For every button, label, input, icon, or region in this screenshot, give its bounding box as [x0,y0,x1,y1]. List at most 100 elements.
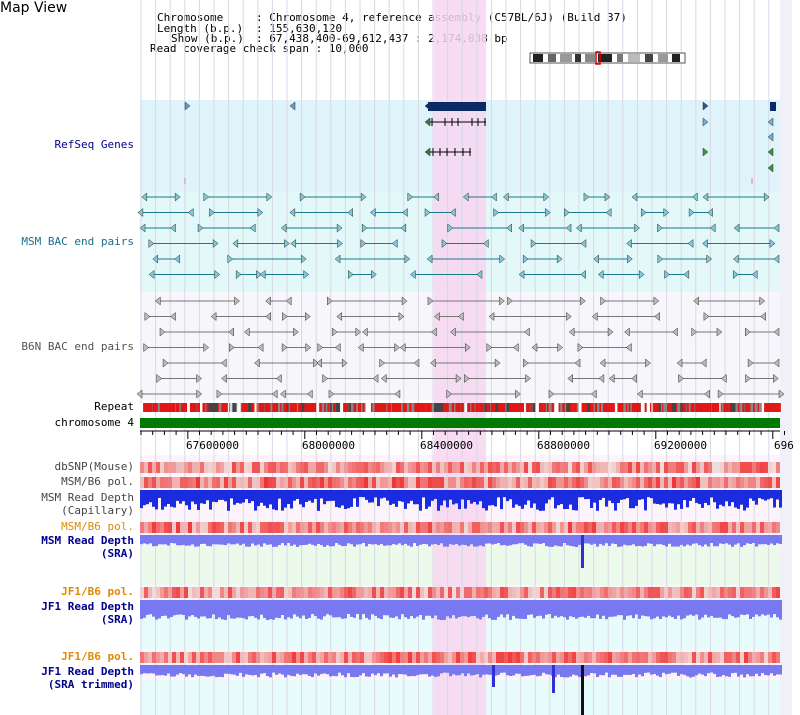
bac-end-arrow [266,192,273,202]
heat-cell [236,522,240,533]
heat-cell [688,477,692,488]
bac-end-arrow [599,358,606,368]
heat-tracks[interactable] [140,462,780,663]
depth-bar [362,665,365,674]
heat-cell [492,587,496,598]
heat-cell [172,522,176,533]
track-label-msm-bac[interactable]: MSM BAC end pairs [21,235,134,248]
depth-bar [233,535,236,545]
depth-bar [683,535,686,547]
depth-bar [263,665,266,674]
bac-end-arrow [565,223,572,233]
repeat-element [202,403,206,412]
track-label-jf1-pol[interactable]: JF1/B6 pol. [61,585,134,598]
depth-bar [488,600,491,619]
bac-end-arrow [567,373,573,384]
heat-cell [636,652,640,663]
depth-bar [461,600,464,617]
depth-bar [362,600,365,615]
heat-cell [488,477,492,488]
heat-cell [172,462,176,473]
depth-bar [260,490,263,503]
depth-bar [605,600,608,620]
heat-cell [320,652,324,663]
heat-cell [348,462,352,473]
heat-cell [484,587,488,598]
heat-cell [592,462,596,473]
gene-arrow [424,101,431,111]
depth-bar [584,665,587,677]
depth-bar [317,535,320,544]
track-label-repeat[interactable]: Repeat [94,400,134,413]
depth-bar [323,535,326,547]
depth-bar [755,535,758,547]
repeat-element [530,403,533,412]
depth-bar [731,490,734,503]
bac-end-arrow [580,238,587,249]
depth-bar [167,600,170,619]
track-label-jf1-depth-sra[interactable]: JF1 Read Depth [41,600,134,613]
depth-bar [572,490,575,511]
depth-bar [509,490,512,500]
heat-cell [556,652,560,663]
depth-bar [350,600,353,617]
depth-bar [371,665,374,674]
heat-cell [664,587,668,598]
depth-bar [725,535,728,544]
depth-bar [581,600,584,617]
depth-bar [140,665,143,675]
depth-bar [452,665,455,675]
track-label-chromosome[interactable]: chromosome 4 [54,416,134,429]
chromosome-ideogram[interactable] [529,51,686,65]
repeat-track[interactable] [140,403,781,412]
depth-bar [467,665,470,674]
depth-bar [518,535,521,544]
track-label-refseq[interactable]: RefSeq Genes [54,138,134,151]
depth-bar [614,600,617,617]
depth-bar [662,665,665,673]
b6n-bac-features[interactable] [136,296,785,399]
depth-bar [773,665,776,676]
heat-cell [592,652,596,663]
depth-bar [437,600,440,620]
track-label-jf1-pol-2[interactable]: JF1/B6 pol. [61,650,134,663]
heat-cell [388,522,392,533]
depth-tracks[interactable] [140,490,782,715]
depth-bar [356,665,359,677]
heat-cell [176,522,180,533]
depth-bar [542,665,545,673]
heat-cell [308,652,312,663]
chromosome-bar[interactable] [140,418,780,428]
track-label-msm-depth-capillary[interactable]: MSM Read Depth [41,491,134,504]
track-label-msm-pol-2[interactable]: MSM/B6 pol. [61,520,134,533]
bac-end-arrow [488,311,495,322]
heat-cell [296,587,300,598]
track-label-msm-pol[interactable]: MSM/B6 pol. [61,475,134,488]
depth-bar [188,490,191,510]
heat-cell [368,477,372,488]
depth-bar [716,490,719,509]
msm-bac-features[interactable] [137,192,780,280]
heat-cell [392,462,396,473]
bac-end-arrow [143,342,150,353]
bac-end-arrow [717,389,724,399]
repeat-element [152,403,158,412]
track-label-b6n-bac[interactable]: B6N BAC end pairs [21,340,134,353]
depth-bar [407,600,410,619]
depth-bar [518,490,521,506]
depth-bar [152,490,155,507]
track-label-dbsnp[interactable]: dbSNP(Mouse) [54,460,134,473]
track-label-jf1-depth-sra-sub: (SRA) [100,613,134,626]
depth-bar [335,535,338,544]
bac-end-arrow [331,327,338,337]
depth-bar [584,535,587,544]
bac-end-arrow [636,389,643,399]
depth-bar [527,600,530,615]
repeat-element [200,403,205,412]
track-label-jf1-depth-trimmed[interactable]: JF1 Read Depth [41,665,134,678]
depth-bar [338,535,341,545]
track-label-msm-depth-sra[interactable]: MSM Read Depth [41,534,134,547]
refseq-genes-features[interactable] [184,101,776,184]
depth-bar [239,490,242,504]
